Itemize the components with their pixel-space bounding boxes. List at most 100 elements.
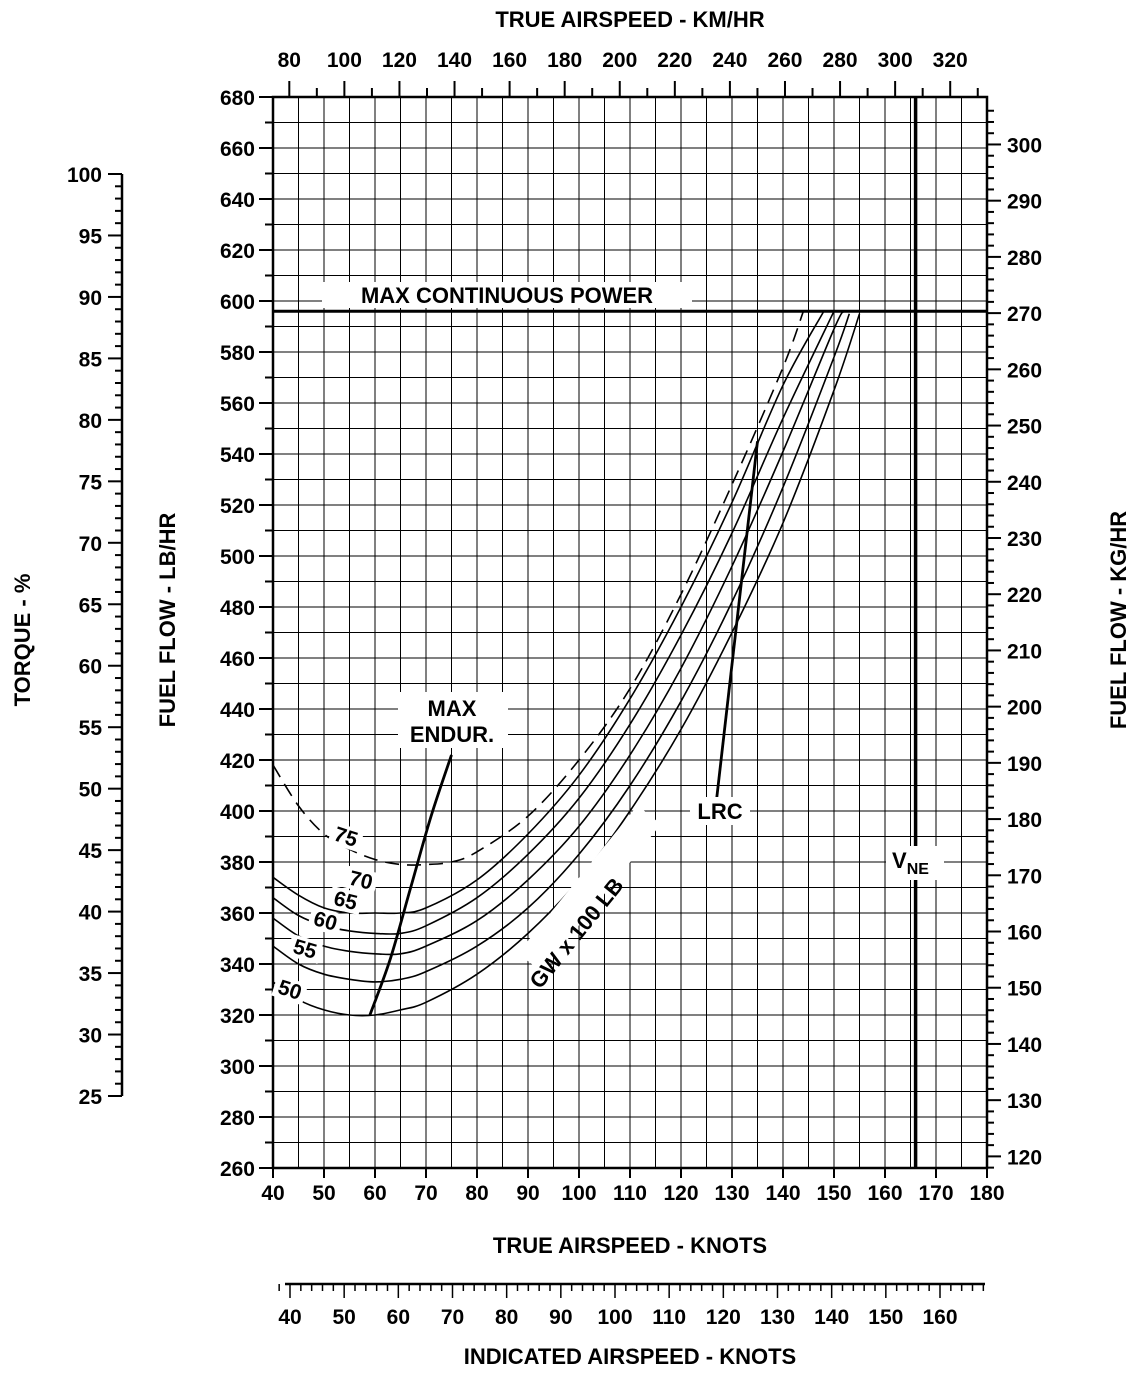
y-tick-label: 400 <box>220 801 255 824</box>
x-tick-label: 140 <box>765 1182 800 1205</box>
torque-tick-label: 100 <box>67 164 102 187</box>
top-tick-label: 220 <box>657 49 692 72</box>
top-axis-title: TRUE AIRSPEED - KM/HR <box>495 7 764 32</box>
vne-text: VNE <box>892 848 929 878</box>
right-tick-label: 290 <box>1007 191 1042 214</box>
right-tick-label: 280 <box>1007 247 1042 270</box>
lrc-label: LRC <box>690 797 750 825</box>
right-tick-label: 270 <box>1007 303 1042 326</box>
x-tick-label: 90 <box>516 1182 539 1205</box>
y-tick-label: 680 <box>220 87 255 110</box>
top-tick-label: 100 <box>327 49 362 72</box>
x-tick-label: 70 <box>414 1182 437 1205</box>
right-tick-label: 130 <box>1007 1090 1042 1113</box>
gw-curve-70 <box>272 310 825 915</box>
top-tick-label: 120 <box>382 49 417 72</box>
ias-tick-label: 150 <box>868 1306 903 1329</box>
y-axis-title: FUEL FLOW - LB/HR <box>155 513 180 728</box>
max-continuous-text: MAX CONTINUOUS POWER <box>361 283 653 308</box>
ias-tick-label: 80 <box>495 1306 518 1329</box>
right-tick-label: 240 <box>1007 472 1042 495</box>
curve-label-text: 65 <box>331 887 360 915</box>
ias-tick-label: 120 <box>706 1306 741 1329</box>
x-tick-label: 50 <box>312 1182 335 1205</box>
y-tick-label: 500 <box>220 546 255 569</box>
ias-tick-label: 60 <box>387 1306 410 1329</box>
right-tick-label: 250 <box>1007 416 1042 439</box>
top-tick-label: 180 <box>547 49 582 72</box>
y-tick-label: 300 <box>220 1056 255 1079</box>
right-tick-label: 210 <box>1007 640 1042 663</box>
torque-axis: 25 30 35 40 45 50 55 60 65 70 75 80 85 90 95 100 <box>67 164 124 1109</box>
gw-curve-60 <box>272 310 845 956</box>
right-tick-label: 260 <box>1007 359 1042 382</box>
top-tick-label: 320 <box>933 49 968 72</box>
torque-tick-label: 45 <box>79 840 103 863</box>
right-axis-title: FUEL FLOW - KG/HR <box>1106 511 1131 729</box>
torque-tick-label: 40 <box>79 902 102 925</box>
max-endur-text-2: ENDUR. <box>410 722 494 747</box>
x-tick-label: 60 <box>363 1182 386 1205</box>
y-tick-label: 540 <box>220 444 255 467</box>
y-tick-label: 340 <box>220 954 255 977</box>
ias-tick-label: 40 <box>278 1306 301 1329</box>
ias-tick-label: 110 <box>652 1306 686 1329</box>
top-tick-label: 80 <box>278 49 301 72</box>
ias-tick-label: 100 <box>597 1306 632 1329</box>
right-tick-label: 140 <box>1007 1034 1042 1057</box>
top-tick-label: 300 <box>878 49 913 72</box>
gw-curve-75 <box>272 310 805 866</box>
vne-subscript: NE <box>907 861 930 878</box>
top-tick-label: 240 <box>712 49 747 72</box>
gw-curves <box>272 310 861 1017</box>
vne-label: VNE <box>886 846 944 880</box>
max-endur-text-1: MAX <box>428 696 477 721</box>
x-tick-label: 150 <box>816 1182 851 1205</box>
torque-tick-label: 85 <box>79 348 103 371</box>
right-tick-label: 220 <box>1007 584 1042 607</box>
y-tick-label: 660 <box>220 138 255 161</box>
grid-lines <box>272 96 988 1169</box>
torque-tick-label: 25 <box>79 1086 103 1109</box>
right-tick-label: 230 <box>1007 528 1042 551</box>
x-tick-label: 110 <box>613 1182 647 1205</box>
y-tick-label: 560 <box>220 393 255 416</box>
ias-tick-label: 160 <box>922 1306 957 1329</box>
torque-tick-label: 65 <box>79 594 103 617</box>
max-endur-label: MAX ENDUR. <box>398 692 508 748</box>
curve-label-bg <box>286 934 324 964</box>
ias-tick-label: 90 <box>549 1306 572 1329</box>
lrc-line <box>715 441 759 799</box>
x-tick-label: 160 <box>867 1182 902 1205</box>
y-tick-label: 460 <box>220 648 255 671</box>
right-tick-label: 120 <box>1007 1146 1042 1169</box>
y-tick-label: 580 <box>220 342 255 365</box>
top-tick-label: 160 <box>492 49 527 72</box>
top-tick-label: 200 <box>602 49 637 72</box>
y-tick-label: 360 <box>220 903 255 926</box>
y-tick-label: 640 <box>220 189 255 212</box>
torque-tick-label: 30 <box>79 1025 102 1048</box>
gw-curve-50 <box>272 313 861 1017</box>
ias-tick-label: 140 <box>814 1306 849 1329</box>
ias-tick-label: 70 <box>441 1306 464 1329</box>
torque-tick-label: 35 <box>79 963 103 986</box>
y-tick-label: 620 <box>220 240 255 263</box>
ias-axis: 40 50 60 70 80 90 100 110 120 130 140 150 160 <box>278 1282 985 1329</box>
y-tick-label: 600 <box>220 291 255 314</box>
max-continuous-label: MAX CONTINUOUS POWER <box>322 282 692 308</box>
y-tick-label: 480 <box>220 597 255 620</box>
right-tick-label: 300 <box>1007 134 1042 157</box>
torque-tick-label: 55 <box>79 717 103 740</box>
y-tick-label: 420 <box>220 750 255 773</box>
torque-tick-label: 90 <box>79 287 102 310</box>
right-tick-label: 200 <box>1007 697 1042 720</box>
x-axis-title: TRUE AIRSPEED - KNOTS <box>493 1233 767 1258</box>
ias-tick-label: 130 <box>760 1306 795 1329</box>
curve-label-bg <box>327 886 364 916</box>
curve-label-65: 65 <box>327 886 364 916</box>
x-tick-label: 100 <box>561 1182 596 1205</box>
y-tick-label: 440 <box>220 699 255 722</box>
